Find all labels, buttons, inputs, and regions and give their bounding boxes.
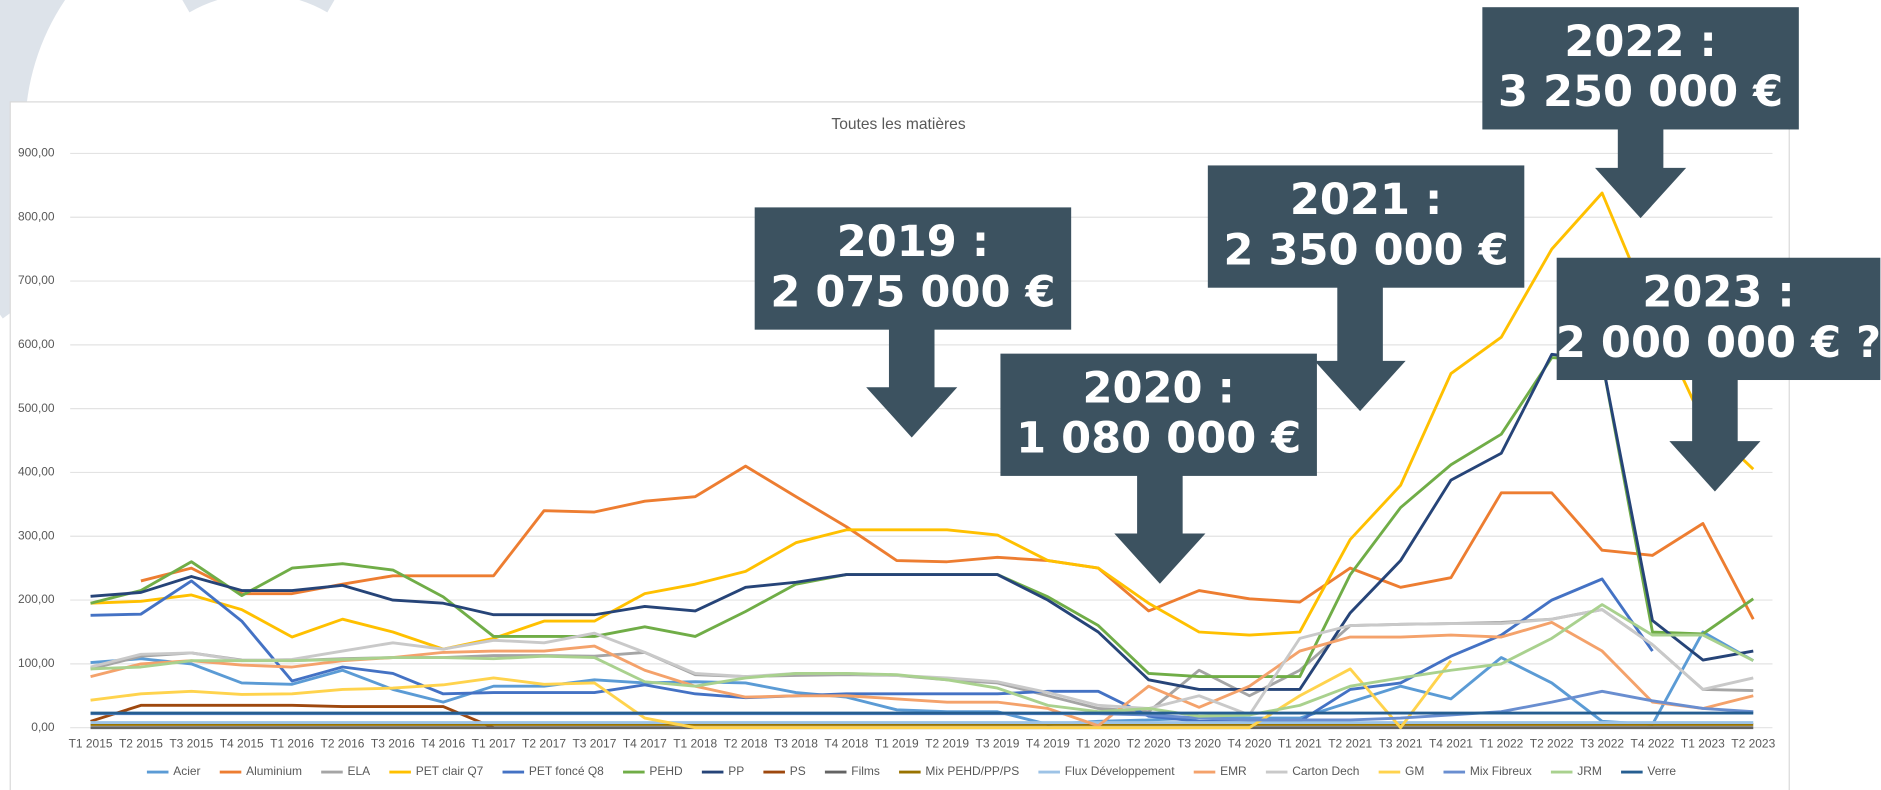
legend-label: Films	[851, 764, 880, 778]
callout-arrow	[1114, 473, 1206, 584]
x-tick-label: T3 2019	[976, 737, 1020, 751]
callout-text: 2022 :	[1564, 17, 1716, 67]
x-tick-label: T2 2016	[321, 737, 365, 751]
legend: Acier Aluminium ELA PET clair Q7 PET foncé Q…	[146, 764, 1676, 778]
y-tick-label: 200,00	[18, 592, 55, 606]
chart-title: Toutes les matières	[831, 116, 965, 133]
y-tick-label: 600,00	[18, 337, 55, 351]
x-tick-label: T2 2021	[1328, 737, 1372, 751]
x-tick-label: T2 2015	[119, 737, 163, 751]
legend-label: Flux Développement	[1065, 764, 1175, 778]
callout-text: 2021 :	[1290, 175, 1442, 225]
callout-text: 3 250 000 €	[1498, 67, 1783, 117]
series-line	[90, 577, 1654, 723]
callout-arrow	[1595, 127, 1687, 219]
x-tick-label: T1 2019	[875, 737, 919, 751]
callout-arrow	[1314, 285, 1406, 412]
legend-label: PP	[728, 764, 744, 778]
y-tick-label: 300,00	[18, 528, 55, 542]
legend-label: Carton Dech	[1292, 764, 1359, 778]
callout-text: 2 075 000 €	[770, 267, 1055, 317]
x-tick-label: T2 2020	[1127, 737, 1171, 751]
x-tick-label: T2 2019	[925, 737, 969, 751]
y-tick-label: 500,00	[18, 401, 55, 415]
x-tick-label: T3 2020	[1177, 737, 1221, 751]
callout-text: 2 000 000 € ?	[1556, 318, 1881, 368]
series-line	[90, 603, 1754, 718]
callout-text: 2019 :	[837, 217, 989, 267]
series-line	[140, 464, 1755, 620]
x-tick-label: T2 2018	[724, 737, 768, 751]
x-tick-label: T1 2017	[472, 737, 516, 751]
x-tick-label: T4 2022	[1631, 737, 1675, 751]
series-line	[90, 191, 1755, 651]
x-tick-label: T3 2021	[1379, 737, 1423, 751]
y-tick-label: 100,00	[18, 656, 55, 670]
callout-arrow	[866, 327, 958, 438]
x-tick-label: T2 2022	[1530, 737, 1574, 751]
annotations: 2019 :2 075 000 € 2020 :1 080 000 € 2021 :…	[754, 7, 1881, 584]
callout-text: 1 080 000 €	[1016, 414, 1301, 464]
legend-label: Mix PEHD/PP/PS	[925, 764, 1019, 778]
x-tick-label: T3 2015	[169, 737, 213, 751]
legend-label: PET foncé Q8	[529, 764, 604, 778]
legend-label: Verre	[1647, 764, 1676, 778]
x-tick-label: T1 2016	[270, 737, 314, 751]
legend-label: Aluminium	[246, 764, 302, 778]
x-tick-label: T2 2017	[522, 737, 566, 751]
callout-box	[754, 207, 1072, 330]
x-tick-label: T2 2023	[1731, 737, 1775, 751]
x-tick-label: T3 2022	[1580, 737, 1624, 751]
x-tick-label: T4 2020	[1227, 737, 1271, 751]
callout-text: 2023 :	[1642, 267, 1794, 317]
y-tick-label: 0,00	[31, 720, 55, 734]
series-line	[90, 703, 495, 729]
callout-box	[1556, 257, 1881, 381]
x-tick-label: T3 2017	[572, 737, 616, 751]
y-tick-label: 800,00	[18, 209, 55, 223]
y-tick-label: 700,00	[18, 273, 55, 287]
legend-label: EMR	[1220, 764, 1247, 778]
x-tick-label: T4 2019	[1026, 737, 1070, 751]
callout-arrow	[1669, 377, 1761, 492]
x-tick-label: T1 2021	[1278, 737, 1322, 751]
x-tick-label: T3 2018	[774, 737, 818, 751]
series-line	[90, 630, 1754, 726]
legend-label: PET clair Q7	[416, 764, 484, 778]
x-tick-label: T1 2018	[673, 737, 717, 751]
legend-label: ELA	[348, 764, 371, 778]
y-tick-label: 900,00	[18, 146, 55, 160]
legend-label: PS	[790, 764, 806, 778]
legend-label: GM	[1405, 764, 1424, 778]
x-tick-label: T1 2022	[1479, 737, 1523, 751]
legend-label: Mix Fibreux	[1470, 764, 1532, 778]
x-tick-label: T4 2015	[220, 737, 264, 751]
series-lines	[90, 191, 1755, 730]
legend-label: PEHD	[649, 764, 683, 778]
x-tick-label: T4 2016	[421, 737, 465, 751]
x-tick-label: T1 2015	[69, 737, 113, 751]
x-tick-label: T4 2021	[1429, 737, 1473, 751]
callout-text: 2 350 000 €	[1223, 225, 1508, 275]
y-tick-label: 400,00	[18, 465, 55, 479]
callout-box	[1000, 353, 1317, 476]
x-tick-label: T3 2016	[371, 737, 415, 751]
x-tick-label: T1 2023	[1681, 737, 1725, 751]
series-line	[90, 659, 1453, 730]
callout-box	[1482, 7, 1799, 130]
x-tick-label: T1 2020	[1076, 737, 1120, 751]
legend-label: JRM	[1577, 764, 1602, 778]
x-tick-label: T4 2017	[623, 737, 667, 751]
callout-text: 2020 :	[1083, 363, 1235, 413]
x-tick-label: T4 2018	[824, 737, 868, 751]
series-line	[90, 352, 1754, 691]
legend-label: Acier	[173, 764, 200, 778]
callout-box	[1207, 165, 1525, 288]
